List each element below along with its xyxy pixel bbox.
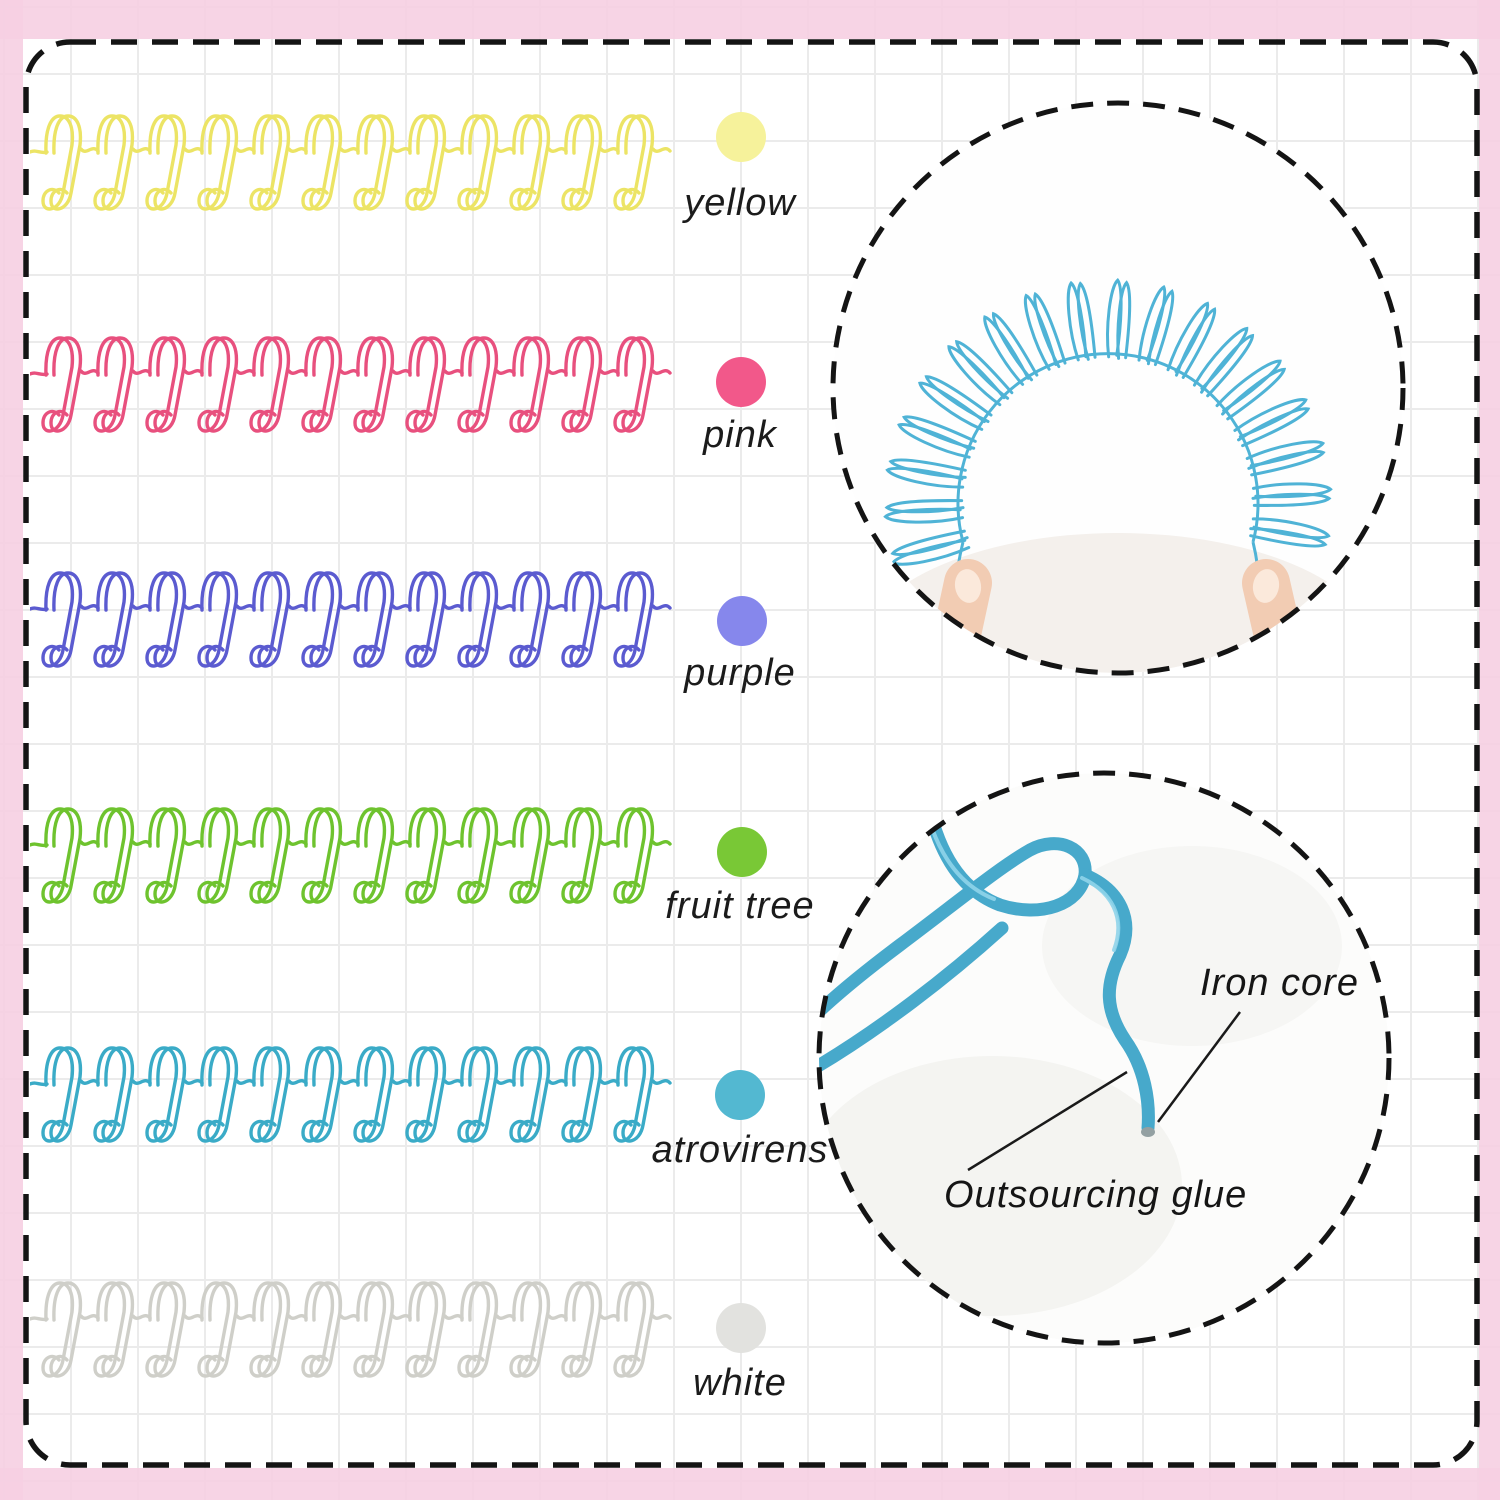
frame-left	[0, 0, 23, 1500]
flex-demo-illustration	[830, 100, 1406, 676]
inset-flex-demo	[818, 93, 1418, 693]
outsourcing-glue-annotation: Outsourcing glue	[944, 1174, 1248, 1216]
inset-construction: Iron core Outsourcing glue	[812, 766, 1412, 1366]
color-dot-fruit-tree	[717, 827, 767, 877]
iron-core-tip	[1141, 1127, 1155, 1137]
coil-row-yellow	[30, 105, 720, 235]
coil-row-pink	[30, 327, 720, 457]
color-dot-pink	[716, 357, 766, 407]
color-dot-white	[716, 1303, 766, 1353]
coil-row-fruit-tree	[30, 798, 720, 928]
frame-top	[0, 0, 1500, 39]
construction-illustration	[816, 770, 1392, 1346]
frame-right	[1479, 0, 1500, 1500]
frame-bottom	[0, 1468, 1500, 1500]
color-dot-yellow	[716, 112, 766, 162]
iron-core-annotation: Iron core	[1200, 962, 1359, 1004]
coil-row-white	[30, 1272, 720, 1402]
color-dot-purple	[717, 596, 767, 646]
coil-row-atrovirens	[30, 1037, 720, 1167]
coil-row-purple	[30, 562, 720, 692]
color-label-white: white	[693, 1362, 787, 1404]
color-dot-atrovirens	[715, 1070, 765, 1120]
